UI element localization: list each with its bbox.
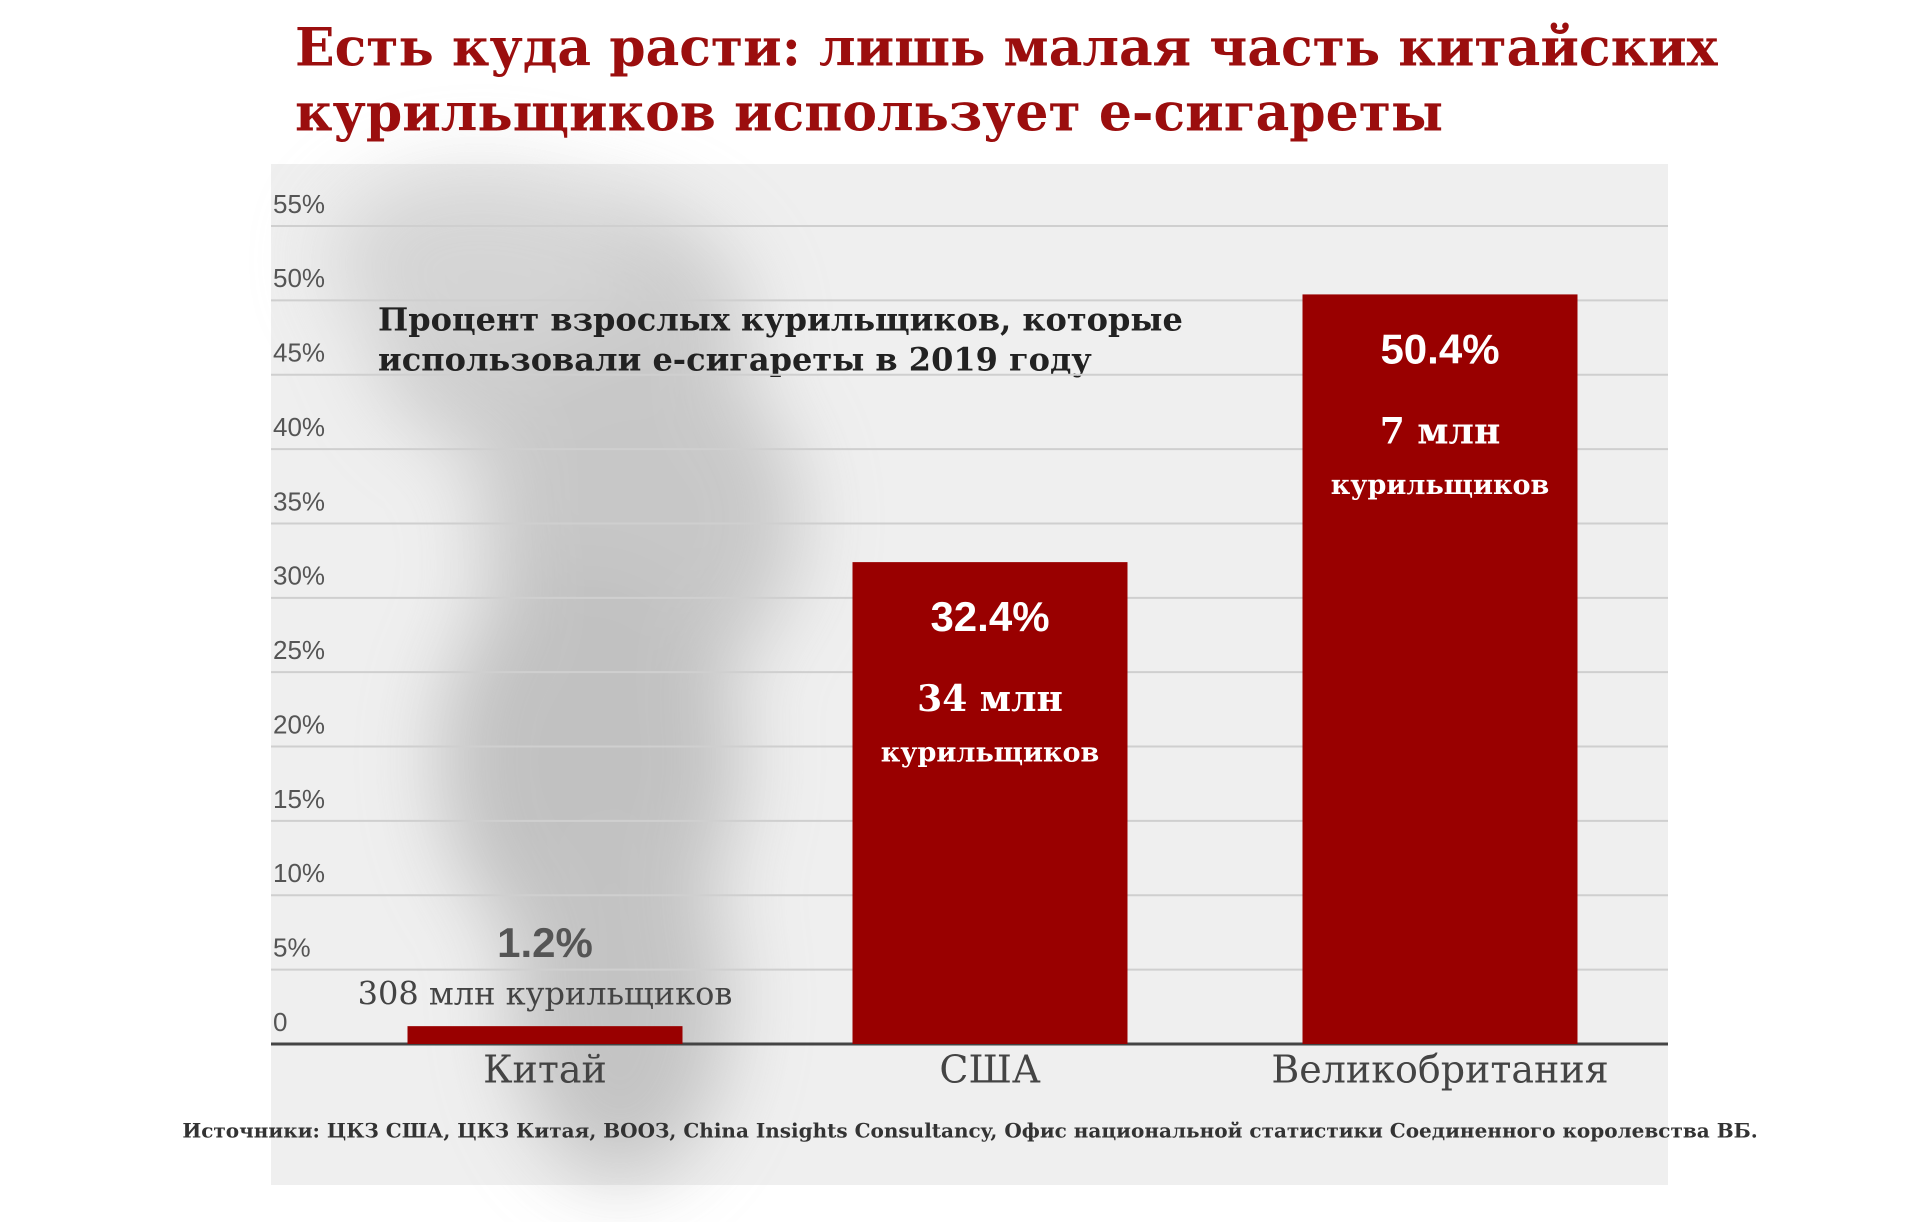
y-tick-label: 55% <box>273 189 325 219</box>
chart-title: курильщиков использует е-сигареты <box>295 83 1443 144</box>
smoke <box>330 170 800 1180</box>
bar <box>407 1026 683 1044</box>
bar-note: 7 млн <box>1380 410 1501 452</box>
value-label: 50.4% <box>1380 326 1499 373</box>
bar-note: курильщиков <box>1331 470 1550 501</box>
annotation: использовали е-сигареты в 2019 году <box>378 341 1092 379</box>
x-tick-label: Великобритания <box>1271 1048 1608 1092</box>
annotation: Процент взрослых курильщиков, которые <box>378 301 1183 339</box>
y-tick-label: 35% <box>273 486 325 516</box>
y-tick-label: 20% <box>273 709 325 739</box>
bar <box>852 562 1128 1044</box>
y-tick-label: 30% <box>273 561 325 591</box>
y-tick-label: 5% <box>273 933 311 963</box>
source: Источники: ЦКЗ США, ЦКЗ Китая, ВООЗ, Chi… <box>182 1119 1757 1143</box>
y-tick-label: 0 <box>273 1007 287 1037</box>
value-label: 1.2% <box>497 919 593 966</box>
y-tick-label: 50% <box>273 263 325 293</box>
bar-note: курильщиков <box>881 738 1100 769</box>
bar <box>1302 294 1578 1044</box>
chart-title: Есть куда расти: лишь малая часть китайс… <box>295 18 1719 79</box>
value-label: 32.4% <box>930 593 1049 640</box>
x-tick-label: США <box>939 1048 1040 1092</box>
y-tick-label: 40% <box>273 412 325 442</box>
y-tick-label: 45% <box>273 338 325 368</box>
bar-note: 308 млн курильщиков <box>358 975 733 1013</box>
x-tick-label: Китай <box>483 1048 607 1092</box>
y-tick-label: 10% <box>273 858 325 888</box>
y-tick-label: 25% <box>273 635 325 665</box>
bar-note: 34 млн <box>917 678 1063 720</box>
y-tick-label: 15% <box>273 784 325 814</box>
